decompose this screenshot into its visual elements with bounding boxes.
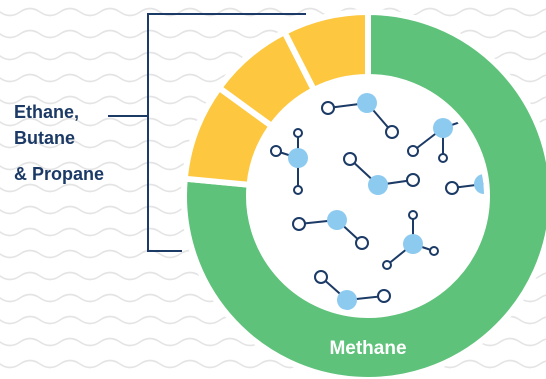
- atom-small: [270, 145, 282, 157]
- atom-small: [321, 101, 335, 115]
- atom-large: [288, 148, 308, 168]
- atom-small: [377, 289, 391, 303]
- atom-large: [327, 210, 347, 230]
- atom-large: [357, 93, 377, 113]
- side-label-line-1: Ethane,: [14, 102, 79, 122]
- atom-small: [407, 145, 419, 157]
- atom-large: [433, 118, 453, 138]
- atom-large: [474, 174, 484, 194]
- donut-segments: [181, 9, 546, 379]
- atom-small: [406, 173, 420, 187]
- atom-small: [343, 152, 357, 166]
- atom-large: [337, 290, 357, 310]
- atom-large: [403, 234, 423, 254]
- wave-line: [0, 7, 546, 17]
- atom-small: [292, 217, 306, 231]
- atom-small: [355, 236, 369, 250]
- atom-small: [385, 125, 399, 139]
- atom-large: [368, 175, 388, 195]
- atom-small: [382, 260, 392, 270]
- atom-small: [314, 270, 328, 284]
- bracket-line: [108, 13, 306, 252]
- atom-small: [438, 153, 448, 163]
- donut-center: [249, 77, 487, 315]
- atom-small: [429, 246, 439, 256]
- wave-line: [0, 359, 546, 369]
- methane-label: Methane: [329, 338, 406, 359]
- side-label-line-3: & Propane: [14, 164, 104, 184]
- side-label-line-2: Butane: [14, 128, 75, 148]
- atom-small: [445, 181, 459, 195]
- atom-small: [293, 185, 303, 195]
- atom-small: [293, 128, 303, 138]
- atom-small: [408, 210, 418, 220]
- molecules-illustration: [270, 93, 484, 310]
